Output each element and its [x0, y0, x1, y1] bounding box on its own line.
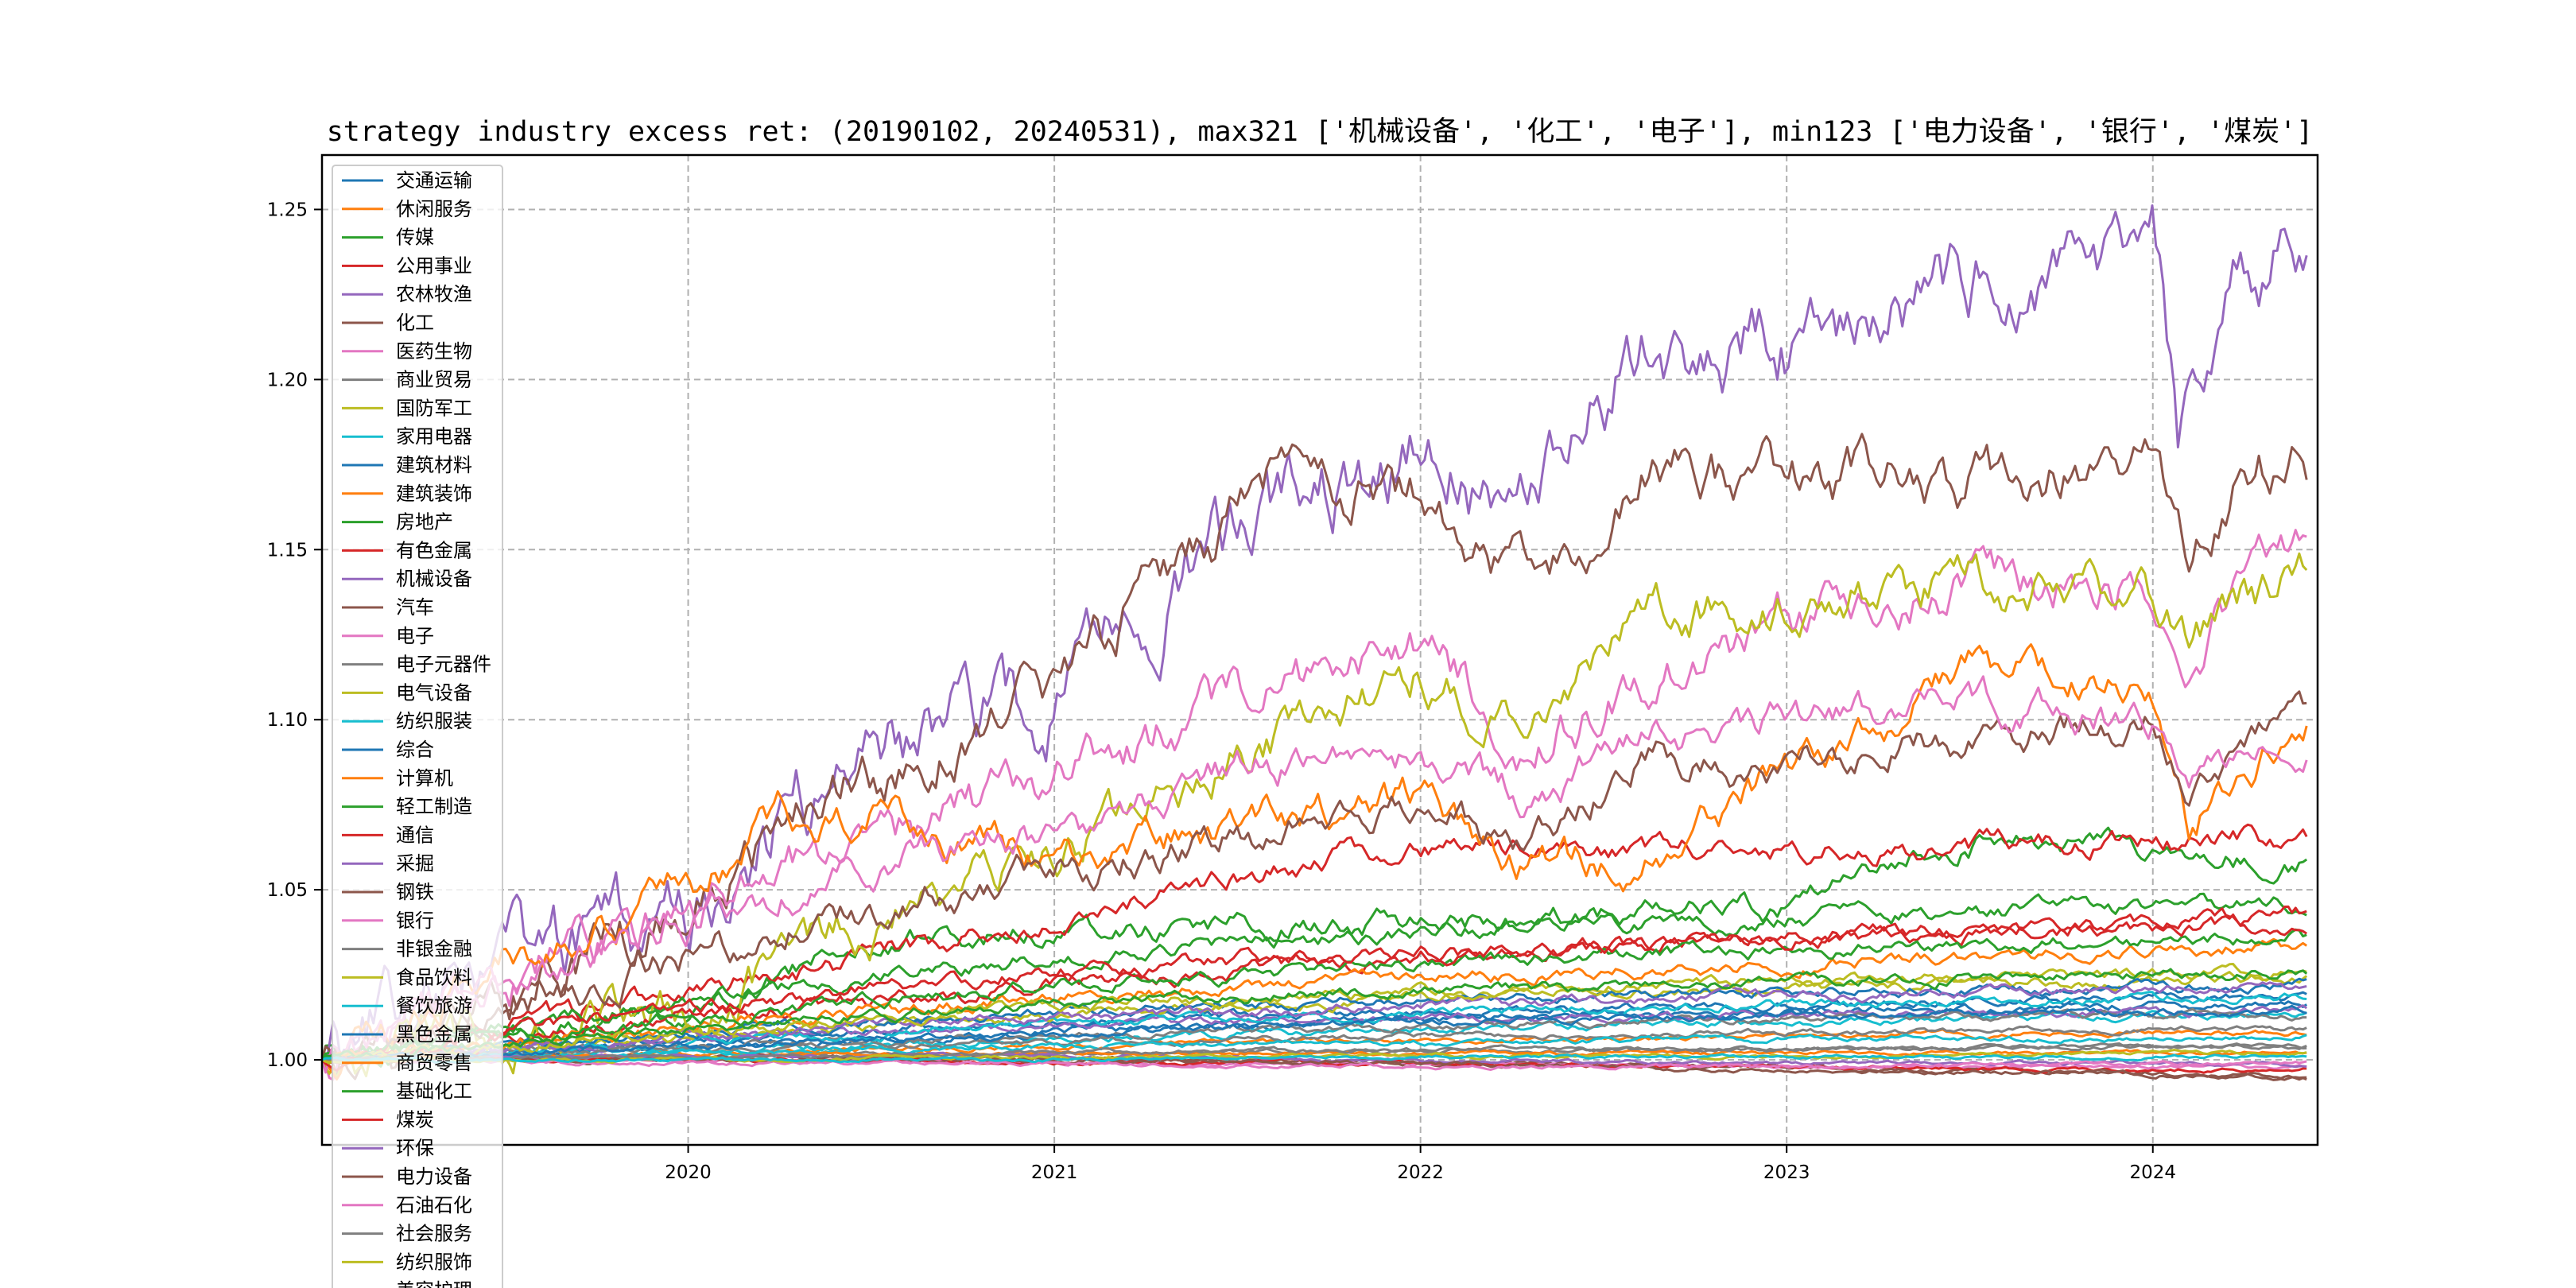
legend-label: 国防军工 — [396, 397, 472, 419]
legend-label: 基础化工 — [396, 1080, 472, 1103]
series-lines — [322, 204, 2308, 1081]
legend-label: 餐饮旅游 — [396, 995, 472, 1017]
x-tick-label: 2020 — [665, 1162, 712, 1183]
x-tick-label: 2024 — [2129, 1162, 2176, 1183]
legend-label: 社会服务 — [396, 1223, 472, 1245]
legend-label: 交通运输 — [396, 169, 472, 192]
legend-label: 家用电器 — [396, 425, 472, 448]
legend-label: 医药生物 — [396, 340, 472, 363]
series-line-4 — [322, 823, 2308, 1061]
series-line-17 — [322, 675, 2308, 1074]
legend-label: 商业贸易 — [396, 369, 472, 391]
legend-label: 美容护理 — [396, 1279, 472, 1288]
series-line-7 — [322, 529, 2307, 1081]
legend-label: 农林牧渔 — [396, 283, 472, 305]
legend-label: 煤炭 — [396, 1108, 434, 1131]
legend-label: 电力设备 — [396, 1166, 472, 1188]
y-tick-label: 1.10 — [267, 710, 308, 731]
legend-label: 建筑材料 — [396, 454, 472, 476]
chart-title: strategy industry excess ret: (20190102,… — [327, 116, 2314, 148]
legend-label: 采掘 — [396, 852, 434, 875]
legend-label: 食品饮料 — [396, 966, 472, 988]
series-line-33 — [322, 968, 2308, 1064]
series-line-9 — [322, 552, 2308, 1080]
legend-label: 建筑装饰 — [396, 483, 472, 505]
legend-label: 计算机 — [396, 767, 453, 789]
series-line-23 — [322, 928, 2307, 1061]
legend-label: 房地产 — [396, 511, 453, 533]
legend-label: 纺织服饰 — [396, 1251, 472, 1273]
legend-label: 银行 — [396, 910, 434, 932]
x-tick-label: 2022 — [1397, 1162, 1444, 1183]
series-line-15 — [322, 1004, 2308, 1064]
y-tick-label: 1.05 — [267, 880, 308, 901]
plot-frame — [320, 153, 2319, 1146]
series-line-25 — [322, 981, 2307, 1064]
legend-label: 电子 — [396, 625, 434, 647]
series-line-40 — [322, 1053, 2307, 1065]
y-tick-label: 1.25 — [267, 200, 308, 220]
legend-label: 电气设备 — [396, 681, 472, 704]
axis-ticks: 2020 2021 2022 2023 2024 1.00 1.05 1.10 1.15 1.20… — [267, 200, 2176, 1183]
legend-label: 商贸零售 — [396, 1052, 472, 1074]
series-line-30 — [322, 1034, 2307, 1064]
legend-label: 电子元器件 — [396, 654, 491, 676]
legend-label: 休闲服务 — [396, 198, 472, 220]
legend-label: 石油石化 — [396, 1194, 472, 1216]
series-line-13 — [322, 892, 2307, 1061]
series-line-31 — [322, 1004, 2307, 1064]
series-line-12 — [322, 643, 2308, 1081]
legend-label: 有色金属 — [396, 539, 472, 561]
series-line-22 — [322, 937, 2308, 1065]
x-tick-label: 2023 — [1763, 1162, 1810, 1183]
legend-label: 纺织服装 — [396, 710, 472, 732]
series-line-38 — [322, 1043, 2307, 1062]
y-tick-label: 1.15 — [267, 540, 308, 561]
series-line-24 — [322, 914, 2308, 1072]
legend-label: 传媒 — [396, 227, 434, 249]
series-line-16 — [322, 690, 2307, 1063]
series-line-29 — [322, 963, 2307, 1065]
legend-label: 轻工制造 — [396, 796, 472, 818]
y-tick-label: 1.20 — [267, 370, 308, 390]
x-tick-label: 2021 — [1031, 1162, 1078, 1183]
legend-label: 化工 — [396, 312, 434, 334]
series-line-21 — [322, 977, 2307, 1064]
legend-label: 环保 — [396, 1137, 434, 1159]
legend-box — [332, 165, 503, 1288]
legend-label: 汽车 — [396, 596, 434, 619]
legend-label: 公用事业 — [396, 254, 472, 277]
legend-label: 钢铁 — [396, 881, 434, 903]
y-tick-label: 1.00 — [267, 1050, 308, 1071]
legend-label: 通信 — [396, 824, 434, 846]
legend-label: 机械设备 — [396, 568, 472, 590]
legend-label: 非银金融 — [396, 938, 472, 960]
legend-label: 黑色金属 — [396, 1023, 472, 1046]
legend: 交通运输休闲服务传媒公用事业农林牧渔化工医药生物商业贸易国防军工家用电器建筑材料… — [332, 165, 503, 1288]
legend-label: 综合 — [396, 739, 434, 761]
series-line-37 — [322, 1057, 2307, 1071]
series-line-20 — [322, 991, 2307, 1063]
